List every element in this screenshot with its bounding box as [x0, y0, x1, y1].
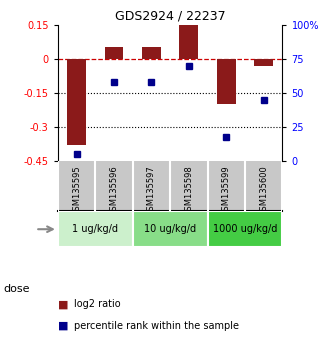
- Bar: [179, 25, 198, 59]
- Bar: [58, 211, 133, 247]
- Text: ■: ■: [58, 299, 68, 309]
- Text: GSM135596: GSM135596: [109, 165, 118, 216]
- Bar: [254, 59, 273, 65]
- Bar: [133, 211, 208, 247]
- Title: GDS2924 / 22237: GDS2924 / 22237: [115, 9, 225, 22]
- Text: ■: ■: [58, 321, 68, 331]
- Text: GSM135599: GSM135599: [222, 165, 231, 216]
- Text: GSM135595: GSM135595: [72, 165, 81, 216]
- Text: log2 ratio: log2 ratio: [74, 299, 120, 309]
- Bar: [208, 211, 282, 247]
- Bar: [217, 59, 236, 104]
- Text: 1000 ug/kg/d: 1000 ug/kg/d: [213, 224, 277, 234]
- Text: GSM135597: GSM135597: [147, 165, 156, 216]
- Bar: [67, 59, 86, 145]
- Text: dose: dose: [3, 284, 30, 293]
- Text: 10 ug/kg/d: 10 ug/kg/d: [144, 224, 196, 234]
- Bar: [142, 47, 161, 59]
- Text: GSM135598: GSM135598: [184, 165, 193, 216]
- Text: GSM135600: GSM135600: [259, 165, 268, 216]
- Text: percentile rank within the sample: percentile rank within the sample: [74, 321, 239, 331]
- Bar: [105, 47, 123, 59]
- Text: 1 ug/kg/d: 1 ug/kg/d: [72, 224, 118, 234]
